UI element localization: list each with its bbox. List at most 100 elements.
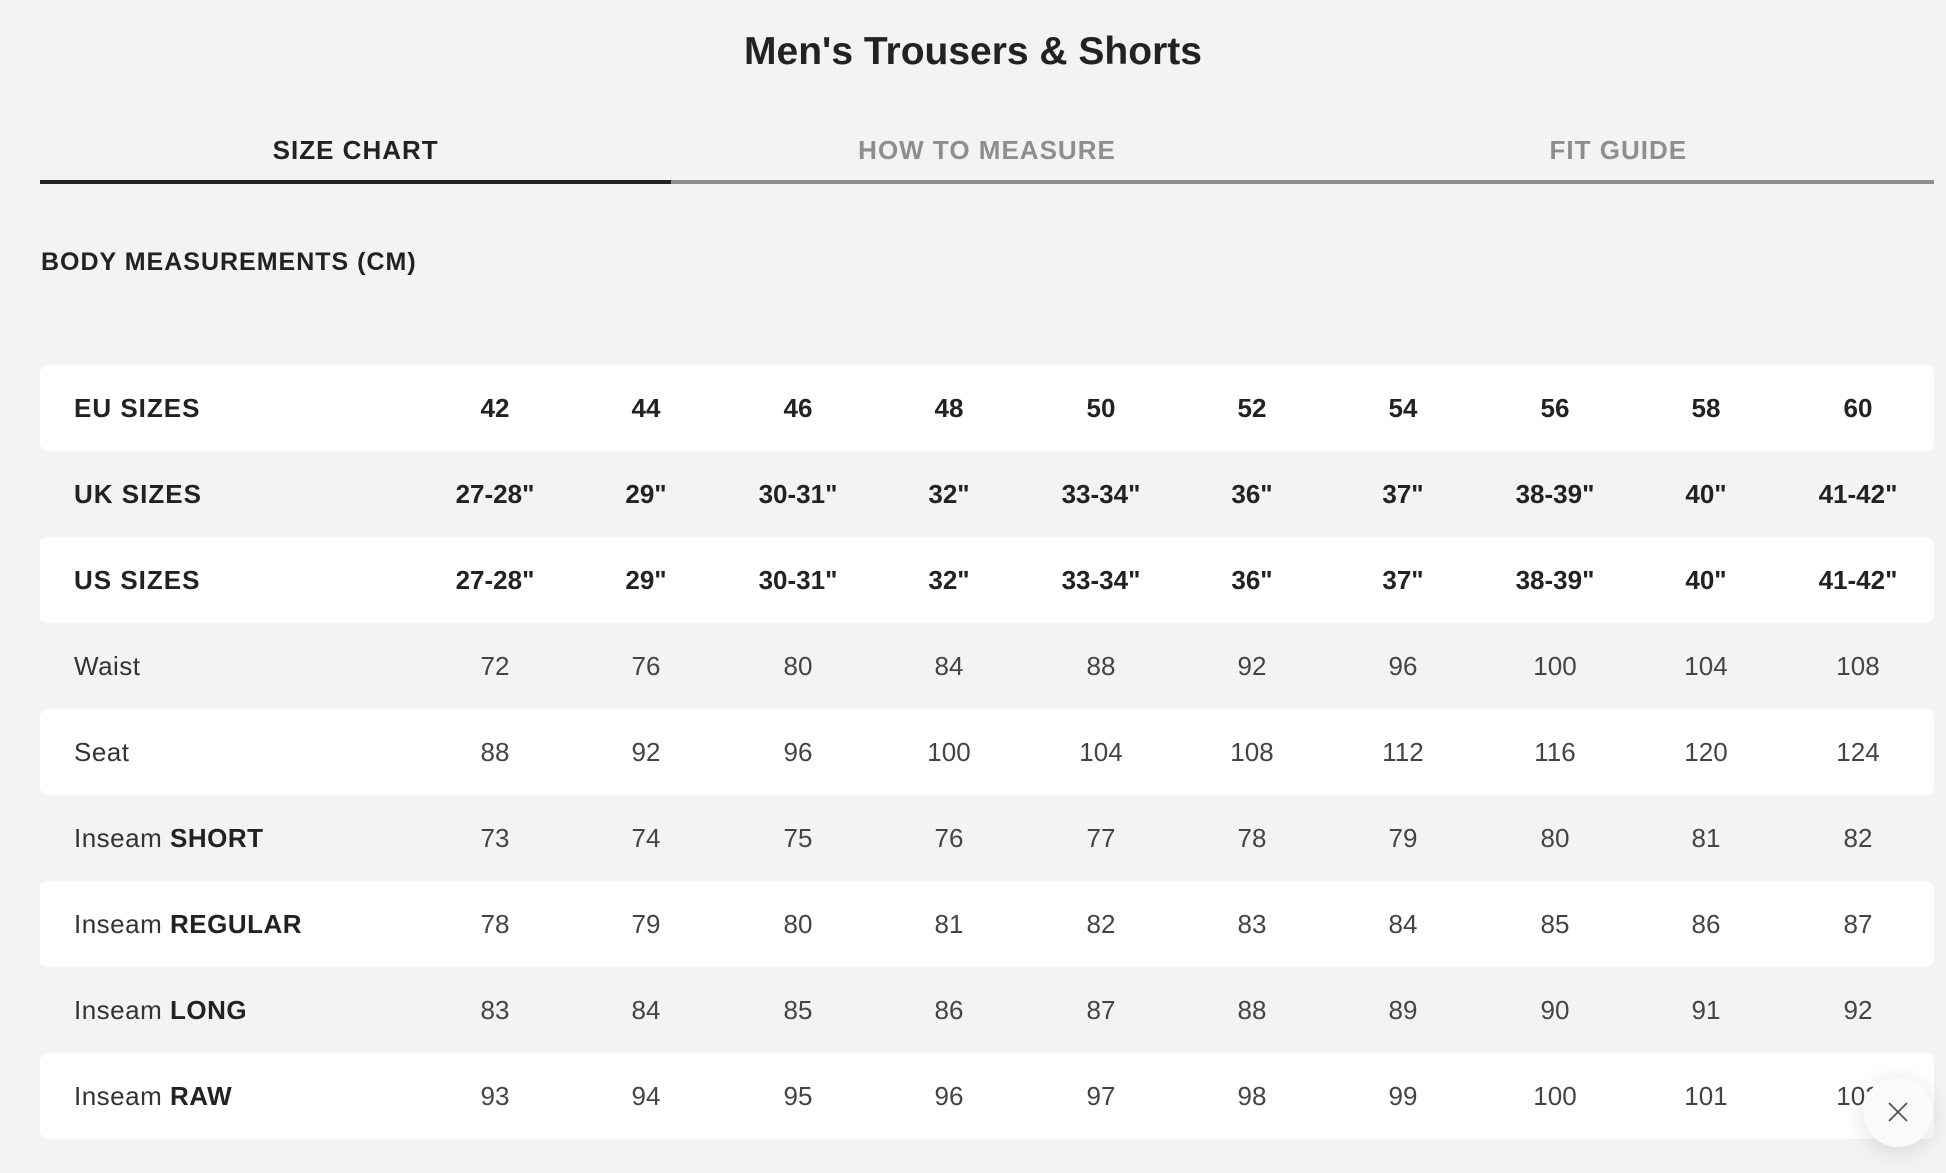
table-cell: 96 (783, 737, 813, 767)
tab-how-to-measure[interactable]: HOW TO MEASURE (671, 130, 1303, 184)
close-icon (1888, 1102, 1908, 1122)
table-cell: 78 (480, 909, 510, 939)
table-cell: 86 (1691, 909, 1721, 939)
table-cell: 30-31" (758, 479, 838, 509)
table-cell: 76 (631, 651, 661, 681)
table-cell: 88 (1237, 995, 1267, 1025)
table-cell: 98 (1237, 1081, 1267, 1111)
row-label-text: US SIZES (74, 565, 201, 595)
table-cell: 82 (1843, 823, 1873, 853)
table-cell: 54 (1388, 393, 1418, 423)
table-cell: 48 (934, 393, 964, 423)
table-cell: 78 (1237, 823, 1267, 853)
table-cell: 41-42" (1818, 565, 1898, 595)
table-cell: 84 (934, 651, 964, 681)
table-cell: 84 (631, 995, 661, 1025)
table-row: EU SIZES 42 44 46 48 50 52 54 56 58 60 (40, 365, 1934, 451)
table-cell: 104 (1684, 651, 1728, 681)
table-cell: 77 (1086, 823, 1116, 853)
table-cell: 30-31" (758, 565, 838, 595)
table-row: UK SIZES 27-28" 29" 30-31" 32" 33-34" 36" 37" 38… (40, 451, 1934, 537)
row-label: UK SIZES (74, 451, 202, 537)
table-cell: 89 (1388, 995, 1418, 1025)
table-cell: 104 (1079, 737, 1123, 767)
table-cell: 96 (934, 1081, 964, 1111)
table-cell: 40" (1685, 565, 1727, 595)
table-cell: 116 (1534, 737, 1576, 767)
table-cell: 32" (928, 565, 970, 595)
table-cell: 81 (934, 909, 964, 939)
table-cell: 44 (631, 393, 661, 423)
table-cell: 52 (1237, 393, 1267, 423)
table-cell: 33-34" (1061, 565, 1141, 595)
row-label-text: UK SIZES (74, 479, 202, 509)
table-cell: 101 (1684, 1081, 1728, 1111)
table-cell: 96 (1388, 651, 1418, 681)
row-label-text: Inseam (74, 995, 170, 1025)
table-cell: 38-39" (1515, 565, 1595, 595)
table-cell: 112 (1382, 737, 1424, 767)
table-cell: 56 (1540, 393, 1570, 423)
table-cell: 36" (1231, 565, 1273, 595)
table-cell: 33-34" (1061, 479, 1141, 509)
table-cell: 100 (927, 737, 971, 767)
table-cell: 72 (480, 651, 510, 681)
table-cell: 95 (783, 1081, 813, 1111)
row-label-variant: REGULAR (170, 909, 303, 939)
table-cell: 92 (1843, 995, 1873, 1025)
row-label-text: Inseam (74, 1081, 170, 1111)
tab-bar: SIZE CHART HOW TO MEASURE FIT GUIDE (40, 130, 1934, 184)
table-cell: 86 (934, 995, 964, 1025)
table-cell: 41-42" (1818, 479, 1898, 509)
table-cell: 58 (1691, 393, 1721, 423)
row-label-text: Inseam (74, 823, 170, 853)
row-label: Inseam LONG (74, 967, 247, 1053)
table-cell: 85 (783, 995, 813, 1025)
table-cell: 27-28" (455, 565, 535, 595)
table-cell: 74 (631, 823, 661, 853)
table-cell: 81 (1691, 823, 1721, 853)
row-label: Seat (74, 709, 130, 795)
table-cell: 80 (1540, 823, 1570, 853)
table-cell: 37" (1382, 565, 1424, 595)
row-label-variant: LONG (170, 995, 248, 1025)
table-cell: 88 (1086, 651, 1116, 681)
table-cell: 88 (480, 737, 510, 767)
section-heading: BODY MEASUREMENTS (CM) (41, 248, 417, 276)
table-row: Inseam SHORT 73 74 75 76 77 78 79 80 81 82 (40, 795, 1934, 881)
table-cell: 108 (1230, 737, 1274, 767)
row-label: Waist (74, 623, 141, 709)
table-cell: 32" (928, 479, 970, 509)
table-cell: 37" (1382, 479, 1424, 509)
table-cell: 60 (1843, 393, 1873, 423)
table-cell: 100 (1533, 651, 1577, 681)
table-cell: 27-28" (455, 479, 535, 509)
tab-fit-guide[interactable]: FIT GUIDE (1302, 130, 1934, 184)
row-label: Inseam RAW (74, 1053, 232, 1139)
row-label-text: Seat (74, 737, 130, 767)
table-cell: 76 (934, 823, 964, 853)
table-cell: 42 (480, 393, 510, 423)
table-cell: 80 (783, 651, 813, 681)
table-cell: 92 (1237, 651, 1267, 681)
size-table: EU SIZES 42 44 46 48 50 52 54 56 58 60 UK SIZES 27-2… (40, 365, 1934, 1139)
table-cell: 79 (631, 909, 661, 939)
table-cell: 36" (1231, 479, 1273, 509)
tab-size-chart[interactable]: SIZE CHART (40, 130, 672, 184)
table-row: Inseam LONG 83 84 85 86 87 88 89 90 91 92 (40, 967, 1934, 1053)
row-label-variant: RAW (170, 1081, 233, 1111)
table-row: Waist 72 76 80 84 88 92 96 100 104 108 (40, 623, 1934, 709)
table-row: Seat 88 92 96 100 104 108 112 116 120 124 (40, 709, 1934, 795)
table-cell: 108 (1836, 651, 1880, 681)
row-label: Inseam REGULAR (74, 881, 302, 967)
close-button[interactable] (1863, 1077, 1933, 1147)
table-cell: 91 (1691, 995, 1721, 1025)
table-cell: 46 (783, 393, 813, 423)
table-row: Inseam RAW 93 94 95 96 97 98 99 100 101 102 (40, 1053, 1934, 1139)
table-cell: 90 (1540, 995, 1570, 1025)
table-cell: 97 (1086, 1081, 1116, 1111)
table-row: US SIZES 27-28" 29" 30-31" 32" 33-34" 36" 37" 38… (40, 537, 1934, 623)
table-cell: 87 (1086, 995, 1116, 1025)
table-cell: 124 (1836, 737, 1880, 767)
row-label-text: EU SIZES (74, 393, 201, 423)
